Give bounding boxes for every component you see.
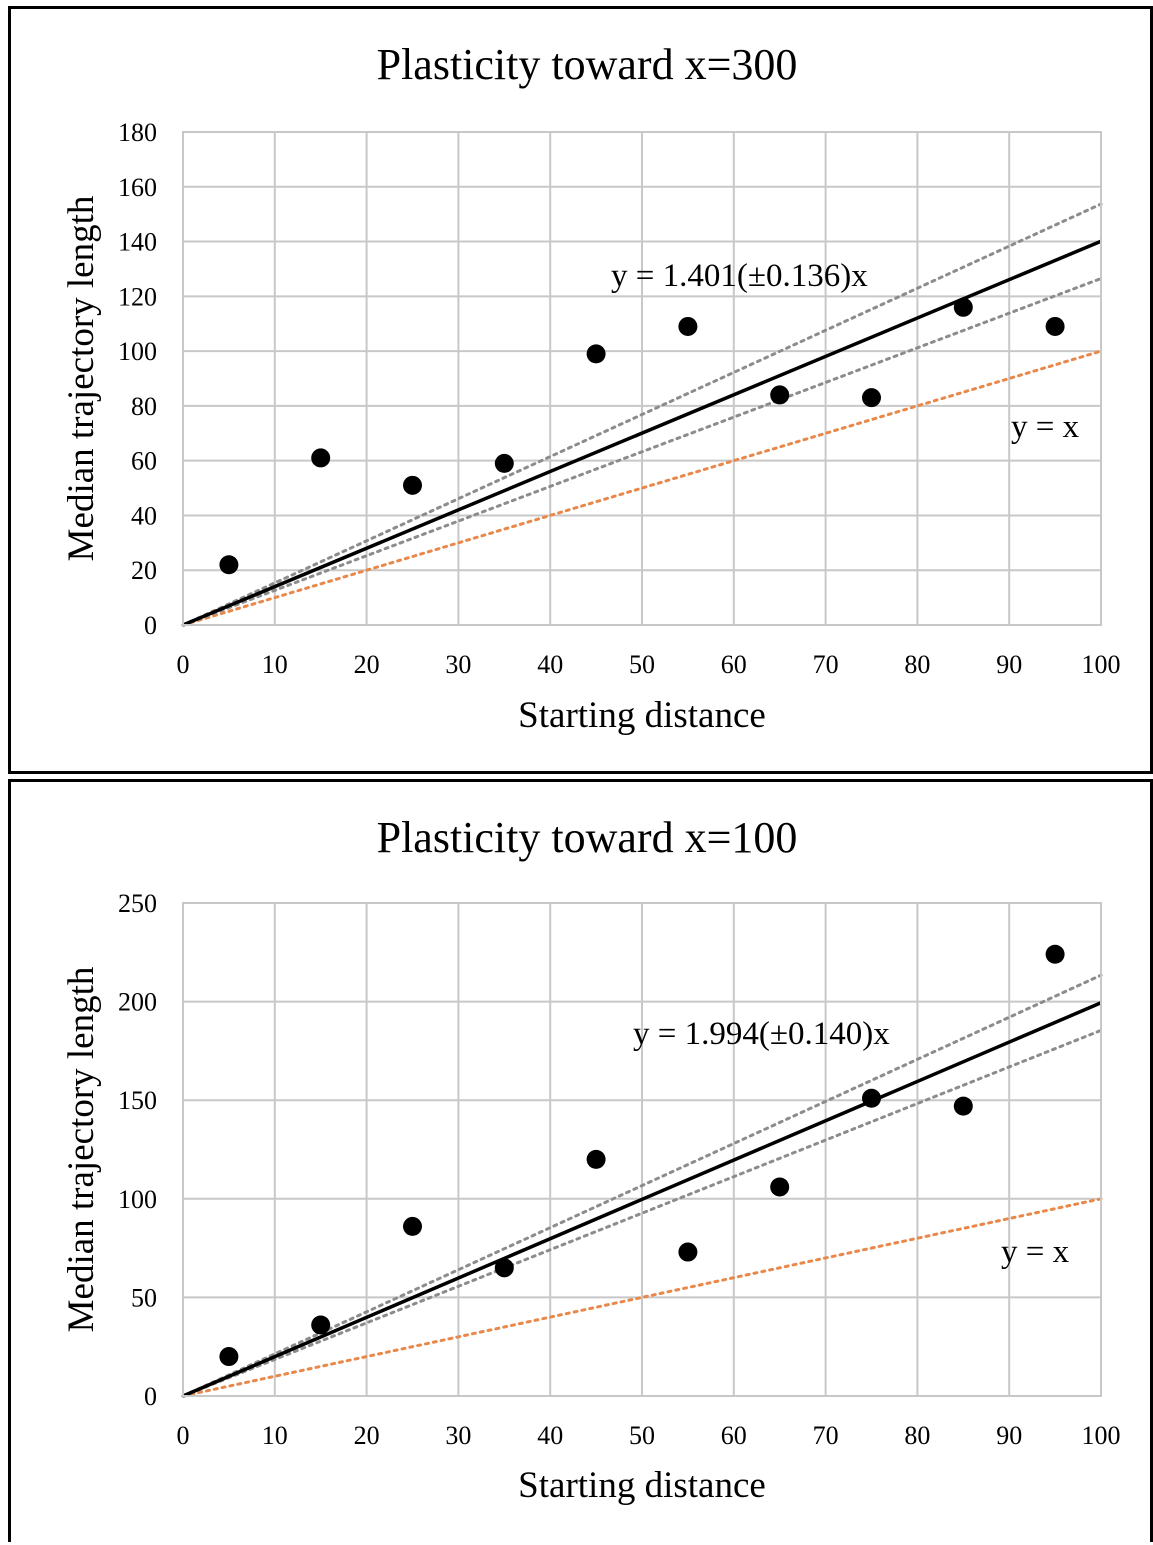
data-point xyxy=(770,385,790,405)
plot-border xyxy=(182,131,1102,626)
data-point xyxy=(494,1258,514,1278)
y-tick-label: 250 xyxy=(118,889,157,918)
fit-lower-bound-line xyxy=(181,277,1103,627)
y-tick-label: 20 xyxy=(131,556,157,585)
data-point xyxy=(311,1315,331,1335)
x-tick-label: 90 xyxy=(996,1421,1022,1450)
x-tick-label: 30 xyxy=(445,650,471,679)
x-tick-label: 60 xyxy=(721,650,747,679)
x-tick-label: 50 xyxy=(629,650,655,679)
x-tick-label: 100 xyxy=(1082,650,1121,679)
x-tick-label: 0 xyxy=(177,650,190,679)
data-point xyxy=(953,1096,973,1116)
y-tick-label: 40 xyxy=(131,501,157,530)
x-tick-label: 60 xyxy=(721,1421,747,1450)
data-point xyxy=(494,453,514,473)
fit-line xyxy=(182,239,1102,627)
chart-title: Plasticity toward x=100 xyxy=(377,813,798,862)
x-tick-label: 90 xyxy=(996,650,1022,679)
x-tick-label: 80 xyxy=(904,1421,930,1450)
scatter-chart-x300: 0 10 20 30 40 50 60 70 80 90 100 0 20 40 60 80 100 120 140… xyxy=(61,40,1121,736)
x-tick-label: 10 xyxy=(262,650,288,679)
x-tick-label: 80 xyxy=(904,650,930,679)
y-tick-label: 140 xyxy=(118,228,157,257)
data-point xyxy=(219,555,239,575)
y-tick-label: 0 xyxy=(144,1382,157,1411)
data-point xyxy=(219,1347,239,1367)
fit-equation-label: y = 1.401(±0.136)x xyxy=(611,258,868,294)
x-tick-label: 40 xyxy=(537,650,563,679)
fit-upper-bound-line xyxy=(181,973,1103,1398)
y-tick-label: 80 xyxy=(131,392,157,421)
fit-upper-bound-line xyxy=(181,202,1103,627)
plot-border xyxy=(182,902,1102,1397)
chart-panel-x100: 0 10 20 30 40 50 60 70 80 90 100 0 50 100 150 200 250 y =… xyxy=(8,779,1153,1542)
y-tick-label: 120 xyxy=(118,282,157,311)
y-tick-label: 50 xyxy=(131,1283,157,1312)
data-point xyxy=(862,388,881,408)
x-axis-label: Starting distance xyxy=(518,695,766,736)
x-tick-label: 10 xyxy=(262,1421,288,1450)
identity-line xyxy=(181,1197,1103,1398)
x-tick-label: 40 xyxy=(537,1421,563,1450)
fit-lower-bound-line xyxy=(181,1028,1103,1398)
y-tick-label: 150 xyxy=(118,1086,157,1115)
x-tick-label: 70 xyxy=(813,1421,839,1450)
y-axis-label: Median trajectory length xyxy=(61,966,102,1332)
chart-panel-x300: 0 10 20 30 40 50 60 70 80 90 100 0 20 40 60 80 100 120 140… xyxy=(8,6,1153,774)
y-axis-label: Median trajectory length xyxy=(61,195,102,561)
x-tick-label: 0 xyxy=(177,1421,190,1450)
data-point xyxy=(586,344,606,364)
data-point xyxy=(1045,944,1065,964)
x-axis-label: Starting distance xyxy=(518,1465,766,1506)
data-point xyxy=(586,1149,606,1169)
scatter-chart-x100: 0 10 20 30 40 50 60 70 80 90 100 0 50 100 150 200 250 y =… xyxy=(61,813,1121,1506)
identity-equation-label: y = x xyxy=(1001,1234,1070,1270)
identity-line xyxy=(181,349,1103,627)
data-point xyxy=(862,1088,881,1108)
x-tick-label: 20 xyxy=(354,650,380,679)
fit-equation-label: y = 1.994(±0.140)x xyxy=(633,1016,890,1052)
identity-equation-label: y = x xyxy=(1011,409,1080,445)
data-point xyxy=(311,448,331,468)
chart-title: Plasticity toward x=300 xyxy=(377,40,798,89)
x-tick-label: 20 xyxy=(354,1421,380,1450)
x-tick-label: 70 xyxy=(813,650,839,679)
data-point xyxy=(1045,316,1065,336)
x-tick-label: 30 xyxy=(445,1421,471,1450)
y-tick-label: 160 xyxy=(118,173,157,202)
data-point xyxy=(403,475,422,495)
y-tick-label: 100 xyxy=(118,1185,157,1214)
y-tick-label: 0 xyxy=(144,611,157,640)
x-tick-label: 100 xyxy=(1082,1421,1121,1450)
y-tick-label: 100 xyxy=(118,337,157,366)
data-point xyxy=(678,1242,698,1262)
data-point xyxy=(403,1216,422,1236)
y-tick-label: 200 xyxy=(118,988,157,1017)
fit-line xyxy=(182,1001,1102,1398)
x-tick-label: 50 xyxy=(629,1421,655,1450)
data-point xyxy=(953,297,973,317)
data-point xyxy=(770,1177,790,1197)
data-point xyxy=(678,316,698,336)
y-tick-label: 60 xyxy=(131,447,157,476)
y-tick-label: 180 xyxy=(118,118,157,147)
